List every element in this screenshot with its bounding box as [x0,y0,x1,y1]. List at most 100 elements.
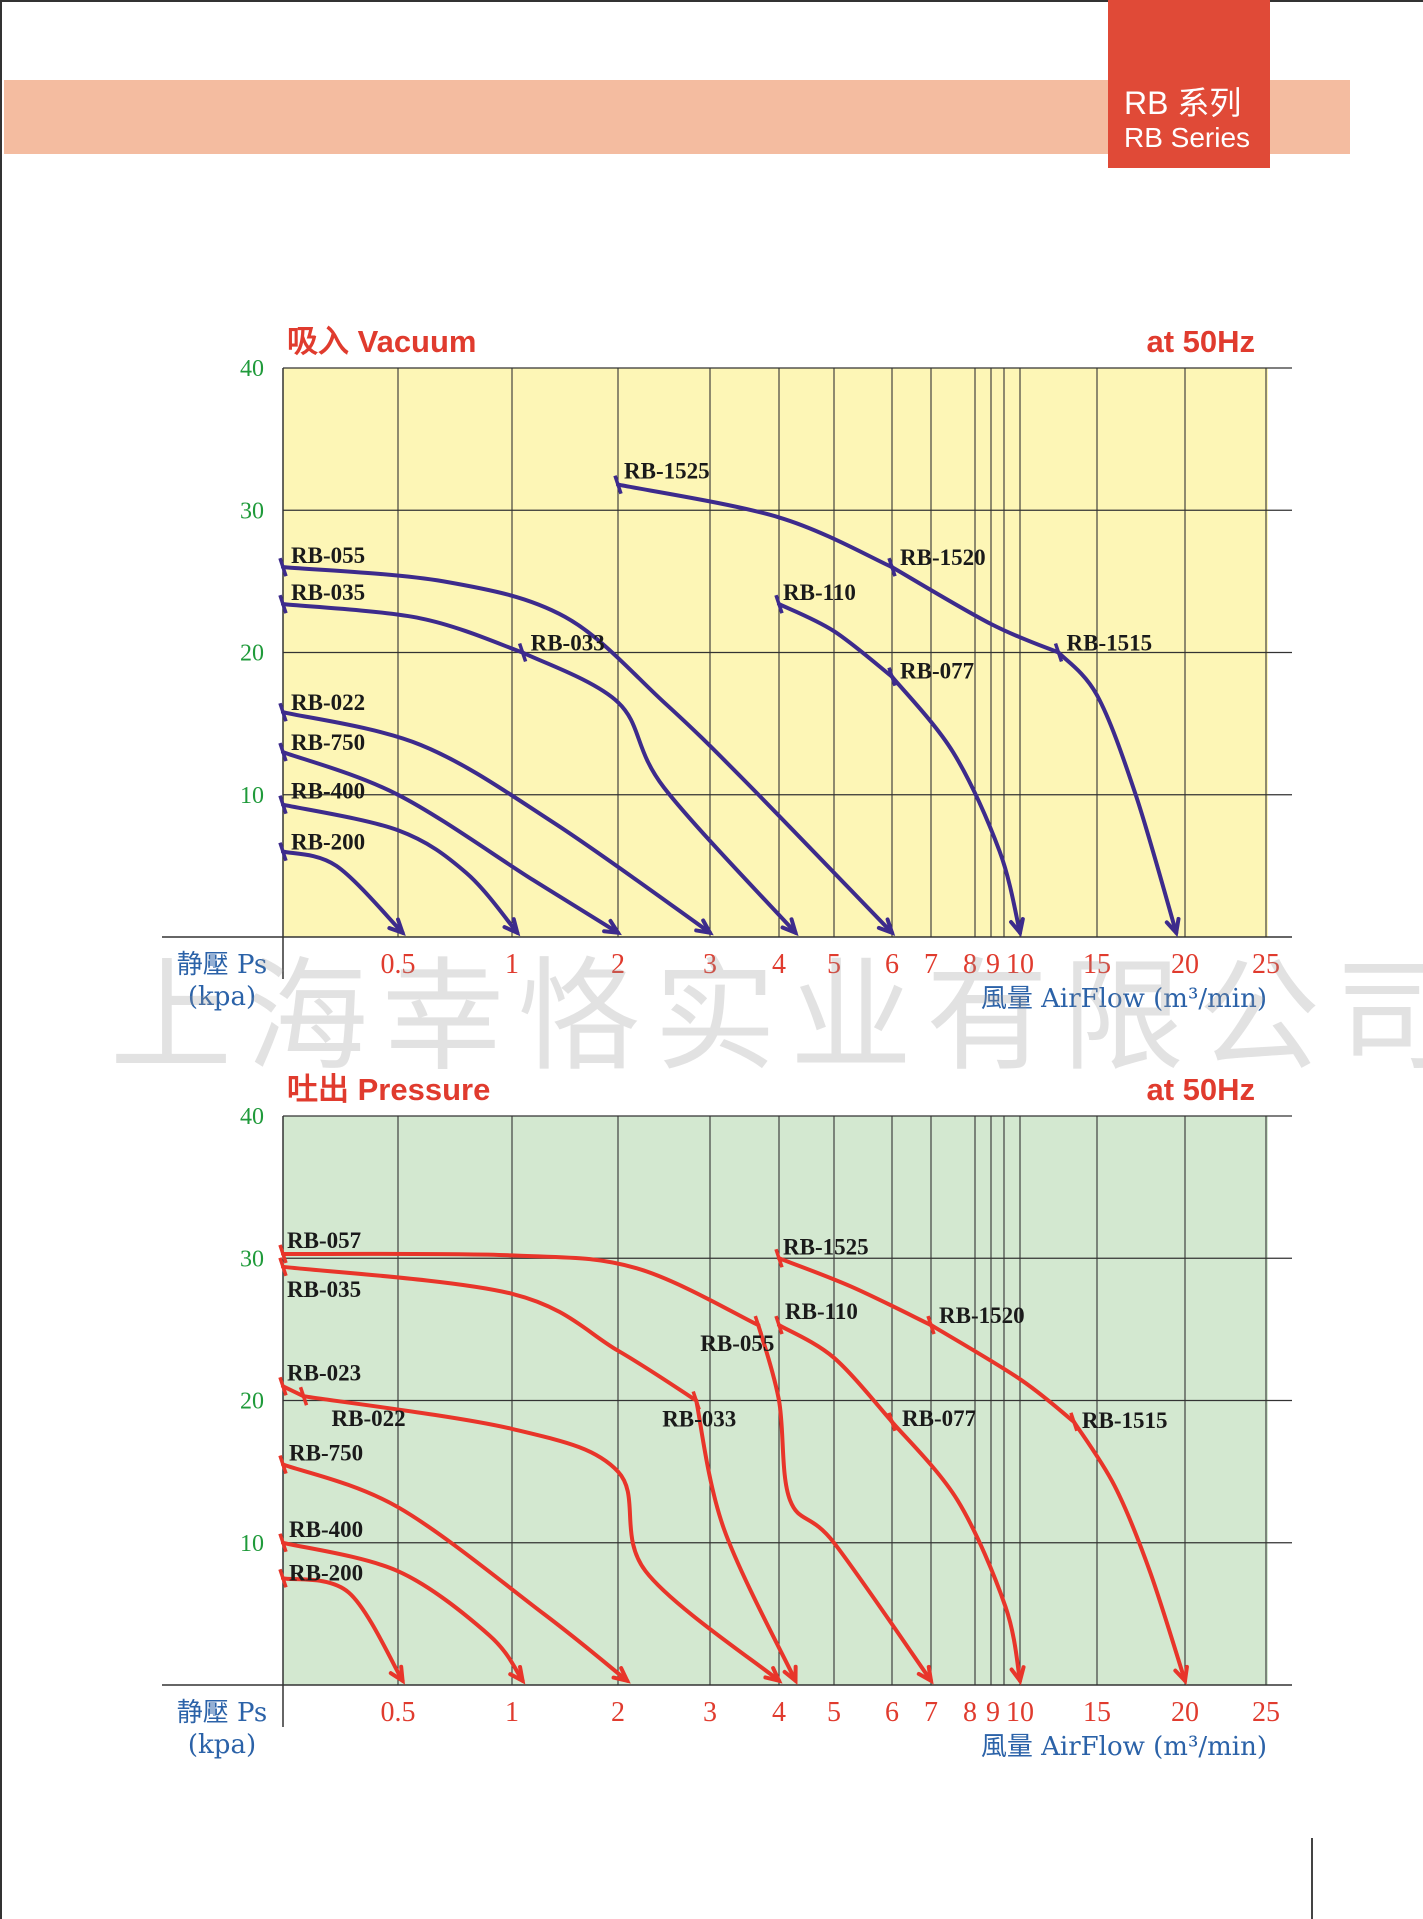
curve-start-mark [887,667,897,687]
chart-subtitle: at 50Hz [1146,324,1255,359]
curve-start-mark [278,842,288,862]
x-axis-label: 風量 AirFlow (m³/min) [981,984,1267,1014]
curve-arrow-head [876,917,896,937]
x-tick-label: 6 [885,1697,899,1728]
chart-title: 吐出 Pressure [287,1072,490,1107]
x-tick-label: 10 [1006,949,1034,980]
curve-start-mark [278,1244,288,1264]
curve-label: RB-200 [289,1560,363,1585]
x-tick-label: 9 [986,1697,1000,1728]
x-tick-label: 25 [1252,949,1280,980]
curve-label: RB-035 [291,580,365,605]
curve-label: RB-033 [531,631,605,656]
curve-label: RB-1525 [624,459,710,484]
x-tick-label: 2 [611,1697,625,1728]
curve-label: RB-077 [900,659,974,684]
curve-start-mark [278,742,288,762]
curve-arrow-head [387,917,406,936]
curve-label: RB-055 [700,1331,774,1356]
curve-start-mark [278,1568,288,1588]
x-tick-label: 4 [772,949,786,980]
curve-label: RB-110 [783,580,856,605]
y-tick-label: 20 [240,1389,264,1415]
curve-rb-055 [756,1323,933,1683]
chart-subtitle: at 50Hz [1146,1072,1255,1107]
curve-label: RB-400 [291,779,365,804]
curve-arrow-head [611,1666,631,1684]
x-tick-label: 8 [963,949,977,980]
series-badge: RB 系列 RB Series [1108,0,1270,168]
curve-start-mark [298,1386,309,1406]
x-tick-label: 1 [505,949,519,980]
curve-start-mark [691,1390,701,1411]
curve-rb-750 [281,1462,630,1683]
y-axis-label: 静壓 Ps [177,950,267,980]
x-axis-label: 風量 AirFlow (m³/min) [981,1732,1267,1762]
x-tick-label: 8 [963,1697,977,1728]
curve-start-mark [278,594,288,614]
curve-label: RB-022 [291,690,365,715]
y-axis-label: 静壓 Ps [177,1698,267,1728]
chart-title: 吸入 Vacuum [287,324,477,359]
x-tick-label: 25 [1252,1697,1280,1728]
curve-rb-1515 [1056,650,1179,935]
curve-label: RB-400 [289,1517,363,1542]
curve-rb-057 [281,1251,761,1328]
curve-rb-035 [281,1264,699,1403]
curve-start-mark [278,1257,288,1277]
curve-label: RB-022 [332,1406,406,1431]
curve-arrow-head [763,1666,783,1684]
curve-rb-400 [281,802,520,935]
y-axis-unit: (kpa) [188,1730,256,1760]
curve-start-mark [278,702,288,722]
x-tick-label: 3 [703,949,717,980]
page-frame-left [0,0,2,1919]
curve-arrow-head [916,1664,934,1685]
y-tick-label: 40 [240,1104,264,1130]
curve-label: RB-057 [287,1228,361,1253]
page-edge-mark [1311,1838,1313,1919]
x-tick-label: 0.5 [381,949,416,980]
x-tick-label: 7 [924,949,938,980]
curve-start-mark [278,1533,288,1553]
curve-label: RB-035 [287,1277,361,1302]
curve-arrow-head [1009,1665,1026,1686]
x-tick-label: 5 [827,1697,841,1728]
curve-start-mark [278,557,288,577]
curve-arrow-head [388,1664,405,1685]
curve-start-mark [774,1248,784,1268]
page-frame-top [0,0,1423,2]
curve-start-mark [613,475,623,495]
x-tick-label: 10 [1006,1697,1034,1728]
curve-rb-750 [281,750,620,935]
curve-rb-033 [694,1398,798,1683]
curve-rb-1515 [1071,1419,1187,1683]
curve-start-mark [753,1315,763,1335]
curve-label: RB-200 [291,830,365,855]
x-tick-label: 1 [505,1697,519,1728]
curve-rb-1520 [929,1323,1076,1424]
x-tick-label: 4 [772,1697,786,1728]
curve-start-mark [1053,642,1064,663]
series-title-cn: RB 系列 [1124,85,1242,121]
curve-label: RB-1520 [900,545,986,570]
y-tick-label: 10 [240,783,264,809]
curve-start-mark [278,1454,288,1475]
curve-arrow-head [502,917,521,937]
curve-arrow-head [780,917,799,937]
curve-arrow-head [694,918,714,936]
curve-arrow-head [602,918,622,936]
curve-label: RB-077 [902,1406,976,1431]
x-tick-label: 6 [885,949,899,980]
x-tick-label: 3 [703,1697,717,1728]
curve-start-mark [278,1376,288,1396]
curve-rb-200 [281,1576,405,1683]
x-tick-label: 5 [827,949,841,980]
curve-rb-200 [281,849,405,935]
curve-rb-022 [301,1394,781,1683]
curve-arrow-head [1164,916,1181,938]
curve-rb-1525 [616,482,894,570]
series-title-en: RB Series [1124,122,1251,153]
curve-rb-110 [777,602,894,679]
curve-arrow-head [508,1664,526,1685]
